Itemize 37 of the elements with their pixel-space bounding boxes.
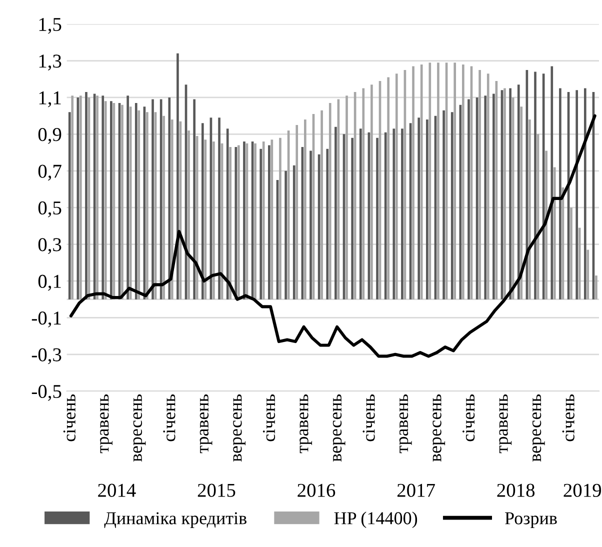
x-tick-label: вересень bbox=[432, 394, 446, 462]
y-tick-label: 1,3 bbox=[39, 54, 62, 71]
y-tick-label: -0,5 bbox=[32, 384, 62, 401]
legend-label: Розрив bbox=[505, 512, 557, 528]
text: 2014 bbox=[98, 484, 136, 497]
x-tick-label: травень bbox=[399, 394, 412, 454]
x-tick-label: вересень bbox=[532, 394, 545, 462]
y-tick-label: 1,5 bbox=[39, 18, 62, 34]
x-tick-label: січень bbox=[462, 394, 475, 442]
text: 2015 bbox=[198, 484, 236, 497]
legend-label: Динаміка кредитів bbox=[104, 512, 246, 528]
x-tick-label: травень bbox=[200, 394, 212, 454]
x-tick-label: травень bbox=[100, 394, 112, 454]
y-tick-label: 0,9 bbox=[38, 128, 62, 144]
x-tick-label: січень bbox=[163, 394, 176, 442]
x-tick-label: травень bbox=[499, 394, 512, 454]
text: 2017 bbox=[397, 484, 435, 497]
x-tick-label: вересень bbox=[133, 394, 146, 462]
y-tick-label: 0,7 bbox=[38, 164, 62, 181]
x-tick-label: вересень bbox=[332, 394, 346, 462]
y-tick-label: 0,3 bbox=[38, 238, 62, 254]
x-tick-label: січень bbox=[362, 394, 375, 442]
y-tick-label: -0,1 bbox=[32, 312, 61, 328]
text: 2018 bbox=[497, 484, 535, 497]
x-tick-label: вересень bbox=[233, 394, 246, 462]
text: 2016 bbox=[298, 484, 336, 497]
y-tick-label: -0,3 bbox=[32, 348, 62, 364]
legend-label: HP (14400) bbox=[334, 512, 418, 528]
x-tick-label: січень bbox=[562, 394, 574, 442]
y-tick-label: 0,1 bbox=[38, 274, 61, 291]
line-series bbox=[69, 114, 596, 358]
x-tick-label: січень bbox=[63, 394, 76, 442]
y-tick-label: 1,1 bbox=[39, 91, 61, 108]
x-tick-label: січень bbox=[262, 394, 276, 442]
x-tick-label: травень bbox=[300, 394, 312, 454]
text: 2019 bbox=[564, 484, 602, 497]
y-tick-label: 0,5 bbox=[38, 201, 62, 218]
